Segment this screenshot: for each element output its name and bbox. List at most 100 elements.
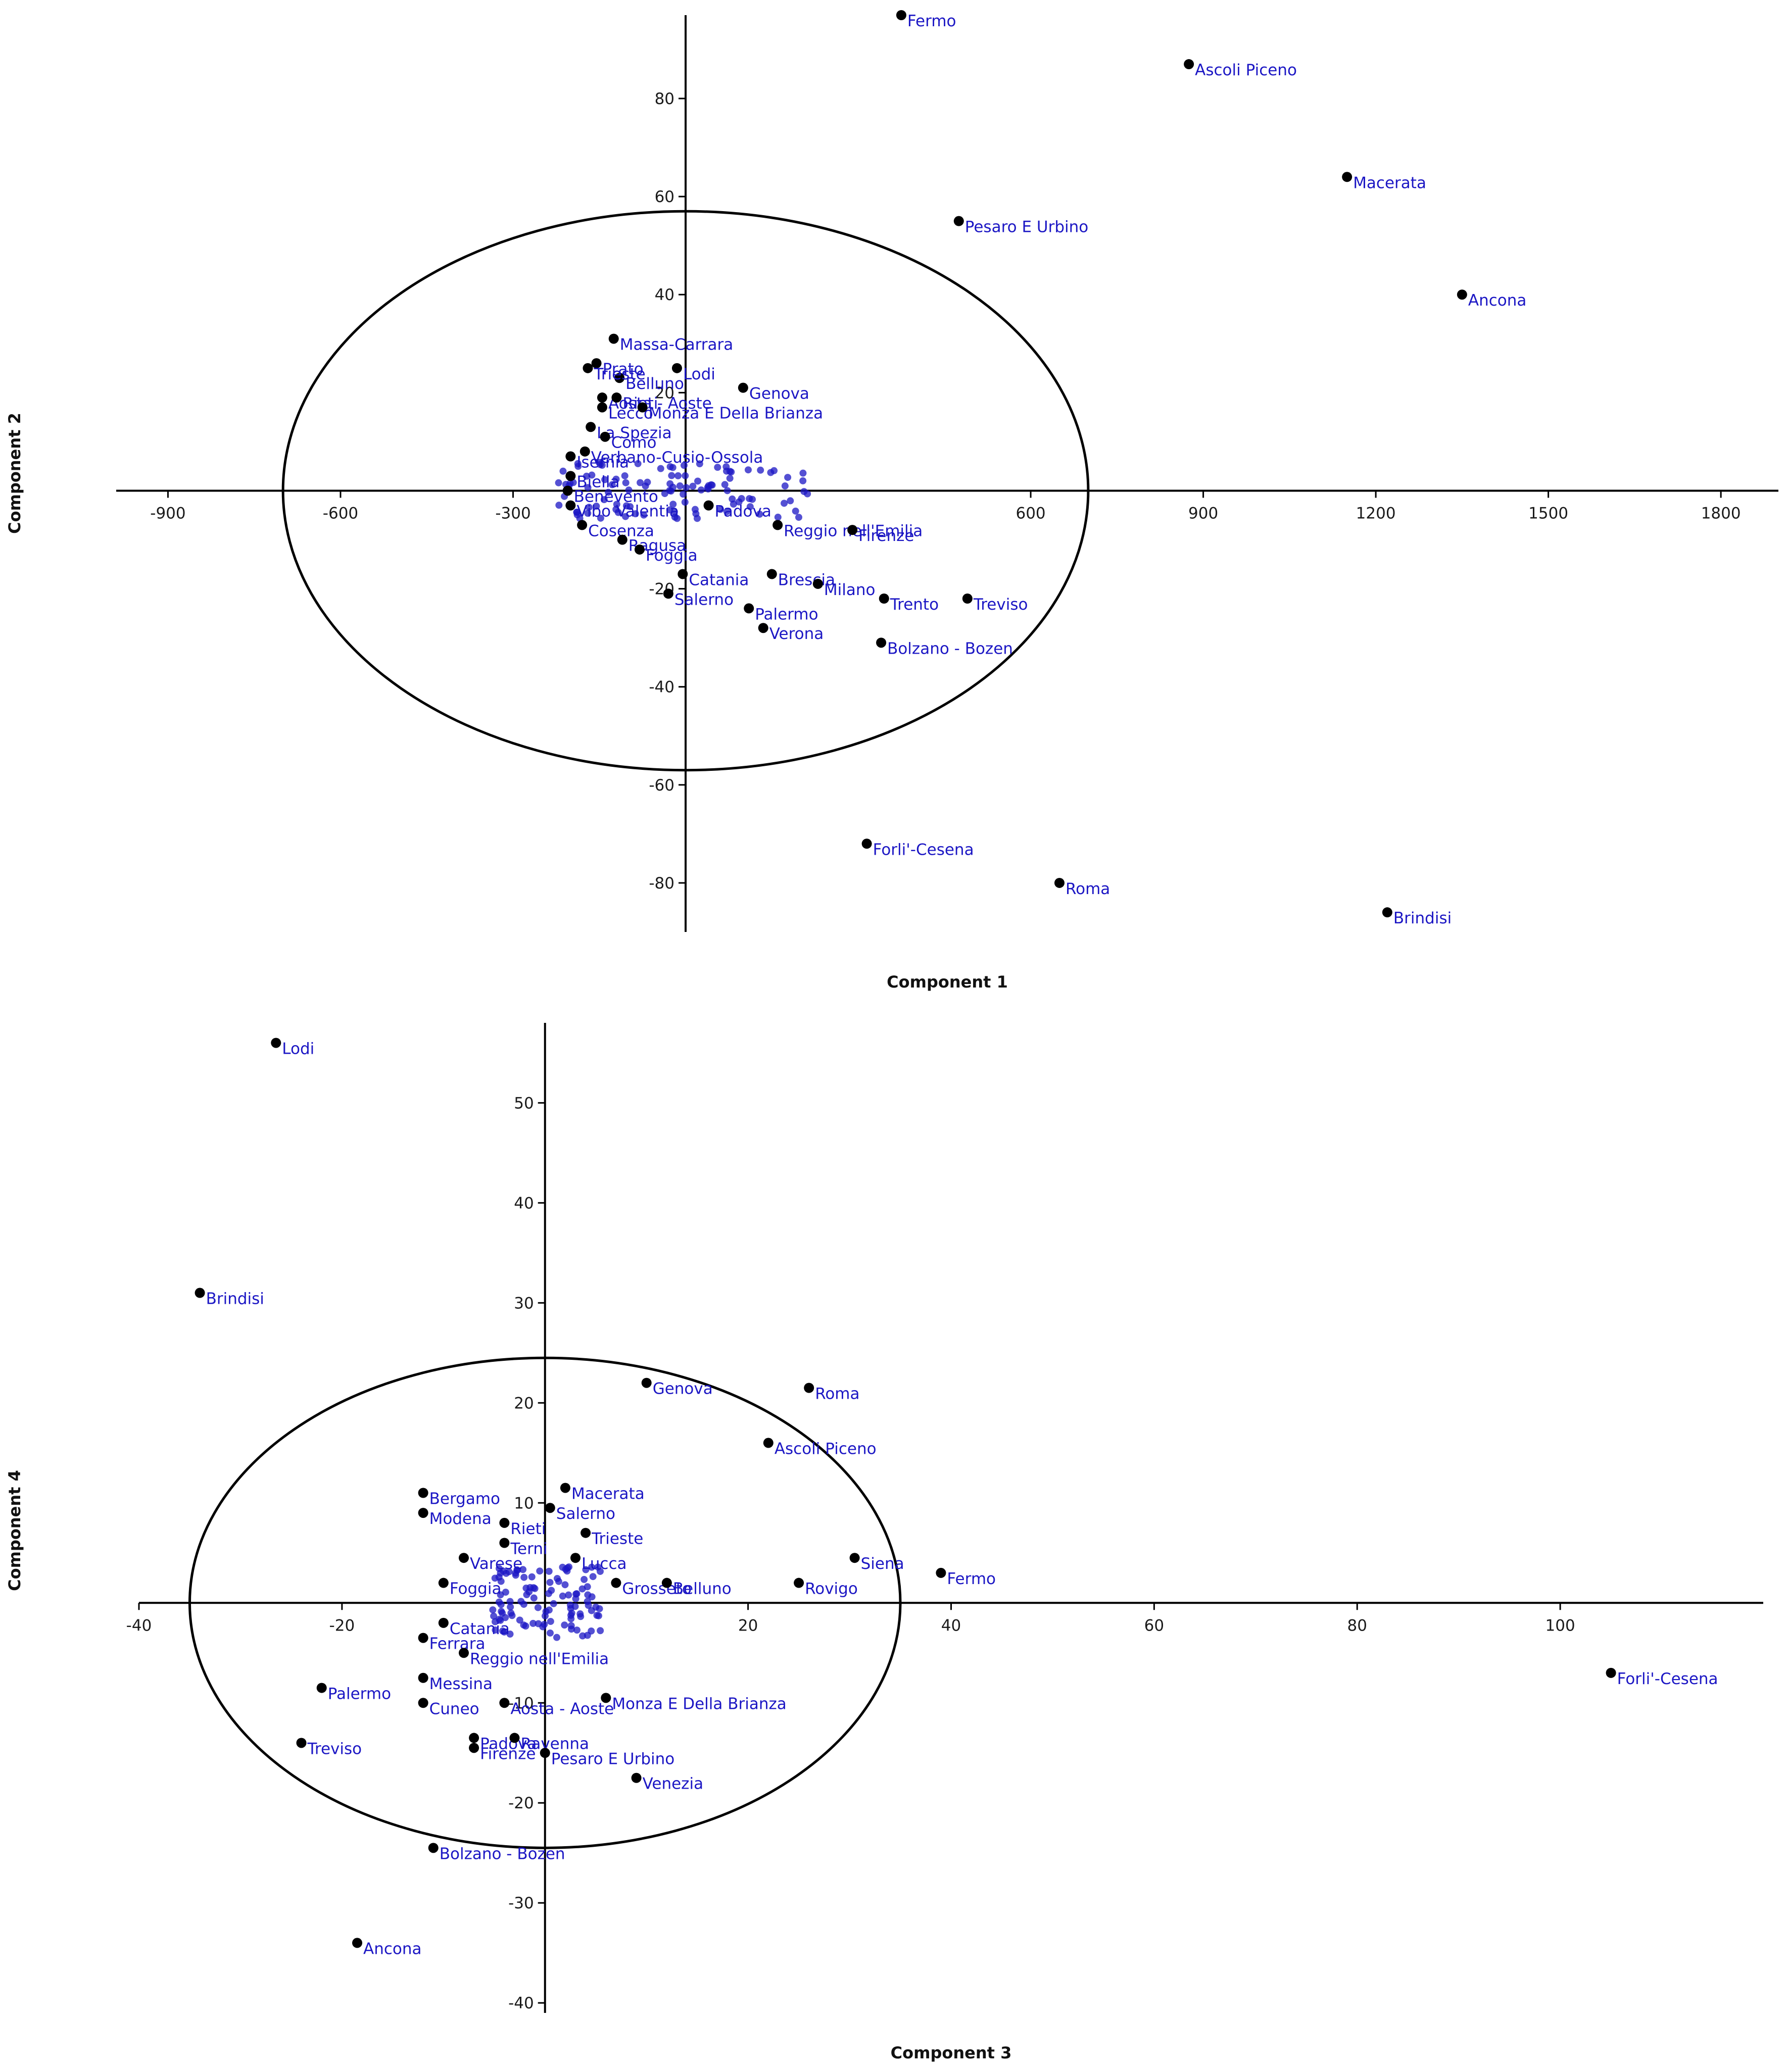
data-point: Ascoli Piceno [763, 1438, 877, 1458]
cluster-mark [757, 466, 764, 474]
cluster-mark [683, 484, 690, 491]
point-label: Macerata [1353, 174, 1426, 192]
cluster-mark [530, 1594, 538, 1602]
cluster-mark [496, 1615, 503, 1623]
data-point: Foggia [634, 544, 698, 565]
x-tick-label: -40 [126, 1616, 152, 1635]
x-tick-label: 20 [738, 1616, 758, 1635]
point-marker [438, 1577, 449, 1588]
point-label: Foggia [450, 1580, 502, 1598]
point-label: Belluno [673, 1580, 732, 1598]
data-point: Como [600, 431, 656, 452]
x-tick-label: 60 [1144, 1616, 1164, 1635]
point-label: Modena [429, 1510, 492, 1528]
cluster-mark [689, 482, 697, 490]
point-marker [617, 534, 627, 545]
point-marker [611, 392, 622, 403]
point-marker [758, 623, 768, 633]
data-point: Roma [1054, 877, 1110, 898]
cluster-mark [547, 1617, 554, 1625]
point-label: Roma [1066, 880, 1110, 898]
data-point: Lucca [570, 1553, 627, 1573]
point-marker [459, 1553, 469, 1563]
data-point: Monza E Della Brianza [637, 402, 823, 422]
cluster-mark [637, 479, 644, 486]
data-point: Verbano-Cusio-Ossola [579, 446, 763, 467]
cluster-mark [546, 1629, 554, 1637]
cluster-mark [583, 472, 590, 480]
data-point: Firenze [847, 525, 914, 545]
point-marker [418, 1508, 428, 1518]
data-point: Firenze [469, 1743, 536, 1763]
point-marker [641, 1377, 652, 1388]
cluster-mark [746, 495, 753, 503]
data-point: Isernia [565, 451, 629, 472]
cluster-mark [582, 1566, 590, 1573]
data-point: Forli'-Cesena [1606, 1667, 1718, 1688]
point-label: Biella [576, 473, 619, 491]
data-point: Verona [758, 623, 824, 643]
point-marker [744, 603, 754, 614]
data-point: Trieste [583, 363, 646, 383]
point-marker [1457, 289, 1467, 300]
point-marker [847, 525, 858, 535]
cluster-mark [589, 1573, 597, 1581]
cluster-mark [723, 508, 731, 515]
point-label: Rovigo [805, 1580, 858, 1598]
data-point: Forli'-Cesena [861, 838, 974, 859]
point-marker [545, 1503, 555, 1513]
point-marker [296, 1738, 307, 1748]
cluster-mark [512, 1571, 519, 1579]
point-label: Lucca [582, 1555, 626, 1573]
point-marker [608, 333, 619, 344]
data-point: Salerno [663, 588, 734, 609]
cluster-mark [601, 476, 609, 483]
point-label: Varese [470, 1555, 522, 1573]
point-label: Monza E Della Brianza [649, 404, 823, 422]
data-point: Catania [438, 1617, 510, 1638]
cluster-mark [561, 1581, 569, 1589]
cluster-mark [584, 1591, 592, 1599]
cluster-mark [682, 472, 689, 479]
y-tick-label: -60 [649, 776, 674, 795]
data-point: Bolzano - Bozen [876, 637, 1013, 658]
point-label: Rieti [510, 1520, 546, 1538]
y-tick-label: 40 [655, 286, 674, 304]
cluster-mark [799, 477, 807, 484]
cluster-mark [723, 487, 731, 495]
cluster-mark [673, 515, 681, 522]
data-point: Pesaro E Urbino [540, 1748, 674, 1768]
data-point: Macerata [1342, 172, 1426, 192]
cluster-mark [499, 1609, 506, 1617]
point-label: Messina [429, 1675, 493, 1693]
cluster-mark [581, 1575, 588, 1583]
cluster-mark [574, 463, 582, 470]
cluster-mark [795, 514, 802, 521]
point-marker [614, 373, 625, 383]
point-marker [661, 1577, 672, 1588]
point-marker [428, 1843, 439, 1853]
point-label: Bolzano - Bozen [440, 1845, 565, 1863]
point-label: Catania [450, 1620, 510, 1638]
point-marker [195, 1288, 205, 1298]
point-label: Bergamo [429, 1490, 500, 1508]
point-marker [418, 1633, 428, 1643]
cluster-mark [588, 471, 596, 479]
cluster-mark [528, 1573, 536, 1581]
point-marker [876, 637, 887, 648]
point-label: Forli'-Cesena [873, 841, 974, 859]
y-axis-title: Component 4 [5, 1470, 24, 1591]
cluster-mark [593, 503, 600, 510]
data-point: Roma [804, 1383, 860, 1403]
cluster-mark [642, 482, 649, 490]
cluster-mark [565, 1591, 572, 1599]
point-label: Genova [749, 385, 809, 403]
point-marker [597, 392, 607, 403]
cluster-mark [622, 479, 630, 486]
cluster-mark [680, 462, 688, 469]
point-label: Padova [715, 503, 771, 521]
data-point: Milano [812, 578, 875, 599]
y-tick-label: 40 [514, 1194, 534, 1212]
point-label: Ancona [363, 1940, 422, 1958]
